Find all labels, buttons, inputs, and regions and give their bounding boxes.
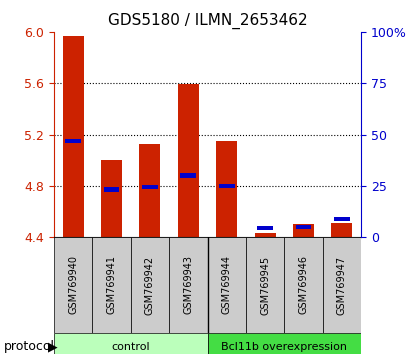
Bar: [246, 237, 284, 333]
Bar: [63, 36, 84, 237]
Bar: [54, 333, 208, 354]
Bar: [219, 184, 234, 188]
Text: GSM769944: GSM769944: [222, 256, 232, 314]
Bar: [131, 237, 169, 333]
Bar: [208, 237, 246, 333]
Bar: [295, 225, 311, 229]
Bar: [334, 217, 350, 222]
Bar: [208, 333, 361, 354]
Bar: [216, 141, 237, 237]
Text: control: control: [111, 342, 150, 352]
Bar: [65, 139, 81, 143]
Bar: [323, 237, 361, 333]
Bar: [54, 237, 92, 333]
Bar: [254, 233, 276, 237]
Text: protocol: protocol: [4, 341, 55, 353]
Text: GSM769947: GSM769947: [337, 255, 347, 315]
Bar: [181, 173, 196, 178]
Bar: [169, 237, 208, 333]
Text: GSM769942: GSM769942: [145, 255, 155, 315]
Bar: [93, 237, 131, 333]
Bar: [104, 188, 120, 192]
Bar: [293, 224, 314, 237]
Bar: [178, 85, 199, 237]
Bar: [331, 223, 352, 237]
Bar: [139, 143, 161, 237]
Title: GDS5180 / ILMN_2653462: GDS5180 / ILMN_2653462: [107, 13, 308, 29]
Bar: [142, 185, 158, 189]
Text: ▶: ▶: [48, 341, 57, 353]
Bar: [284, 237, 323, 333]
Bar: [257, 226, 273, 230]
Text: GSM769945: GSM769945: [260, 255, 270, 315]
Text: GSM769941: GSM769941: [107, 256, 117, 314]
Text: GSM769943: GSM769943: [183, 256, 193, 314]
Text: GSM769946: GSM769946: [298, 256, 308, 314]
Text: GSM769940: GSM769940: [68, 256, 78, 314]
Bar: [101, 160, 122, 237]
Text: Bcl11b overexpression: Bcl11b overexpression: [221, 342, 347, 352]
